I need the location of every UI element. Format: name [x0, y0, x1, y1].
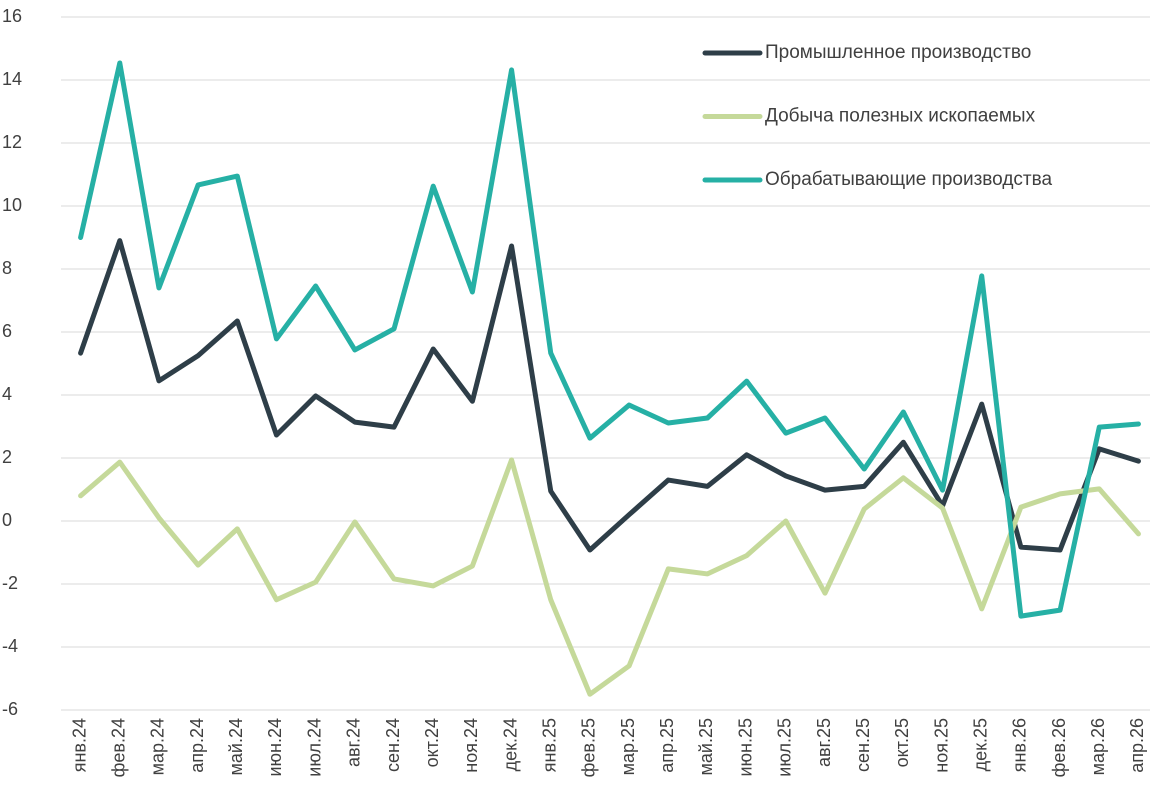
x-tick-label: окт.24 [422, 718, 442, 767]
x-tick-label: апр.25 [657, 718, 677, 773]
legend-label: Обрабатывающие производства [765, 169, 1052, 190]
x-tick-label: мар.25 [618, 718, 638, 775]
y-tick-label: 12 [2, 132, 22, 152]
y-tick-label: 14 [2, 69, 22, 89]
x-tick-label: июн.25 [735, 718, 755, 777]
x-tick-label: авг.24 [344, 718, 364, 767]
x-tick-label: май.24 [226, 718, 246, 775]
x-tick-label: апр.24 [187, 718, 207, 773]
x-tick-label: мар.26 [1088, 718, 1108, 775]
x-tick-label: авг.25 [814, 718, 834, 767]
series-line [78, 60, 1141, 619]
y-tick-label: 8 [2, 258, 12, 278]
x-tick-label: окт.25 [892, 718, 912, 767]
x-tick-label: май.25 [696, 718, 716, 775]
x-tick-label: дек.25 [970, 718, 990, 771]
x-tick-label: ноя.24 [461, 718, 481, 773]
series-line [78, 238, 1141, 553]
y-tick-label: -2 [2, 573, 18, 593]
legend-label: Добыча полезных ископаемых [765, 106, 1036, 127]
x-tick-label: янв.24 [69, 718, 89, 772]
x-tick-label: июн.24 [265, 718, 285, 777]
x-tick-label: янв.26 [1010, 718, 1030, 772]
y-tick-label: 2 [2, 447, 12, 467]
y-tick-label: -6 [2, 699, 18, 719]
y-tick-label: 16 [2, 6, 22, 26]
x-tick-label: сен.24 [383, 718, 403, 772]
x-tick-label: фев.25 [579, 718, 599, 777]
x-tick-label: ноя.25 [931, 718, 951, 773]
x-tick-label: дек.24 [500, 718, 520, 771]
x-tick-label: июл.24 [304, 718, 324, 777]
y-tick-label: 10 [2, 195, 22, 215]
series-line [78, 457, 1141, 697]
x-tick-label: сен.25 [853, 718, 873, 772]
x-tick-label: мар.24 [148, 718, 168, 775]
x-tick-label: фев.24 [109, 718, 129, 777]
legend-label: Промышленное производство [765, 42, 1031, 63]
x-tick-label: фев.26 [1049, 718, 1069, 777]
x-tick-label: июл.25 [775, 718, 795, 777]
y-tick-label: 6 [2, 321, 12, 341]
y-tick-label: 4 [2, 384, 12, 404]
x-tick-label: янв.25 [540, 718, 560, 772]
y-tick-label: -4 [2, 636, 18, 656]
x-tick-label: апр.26 [1127, 718, 1147, 773]
y-tick-label: 0 [2, 510, 12, 530]
